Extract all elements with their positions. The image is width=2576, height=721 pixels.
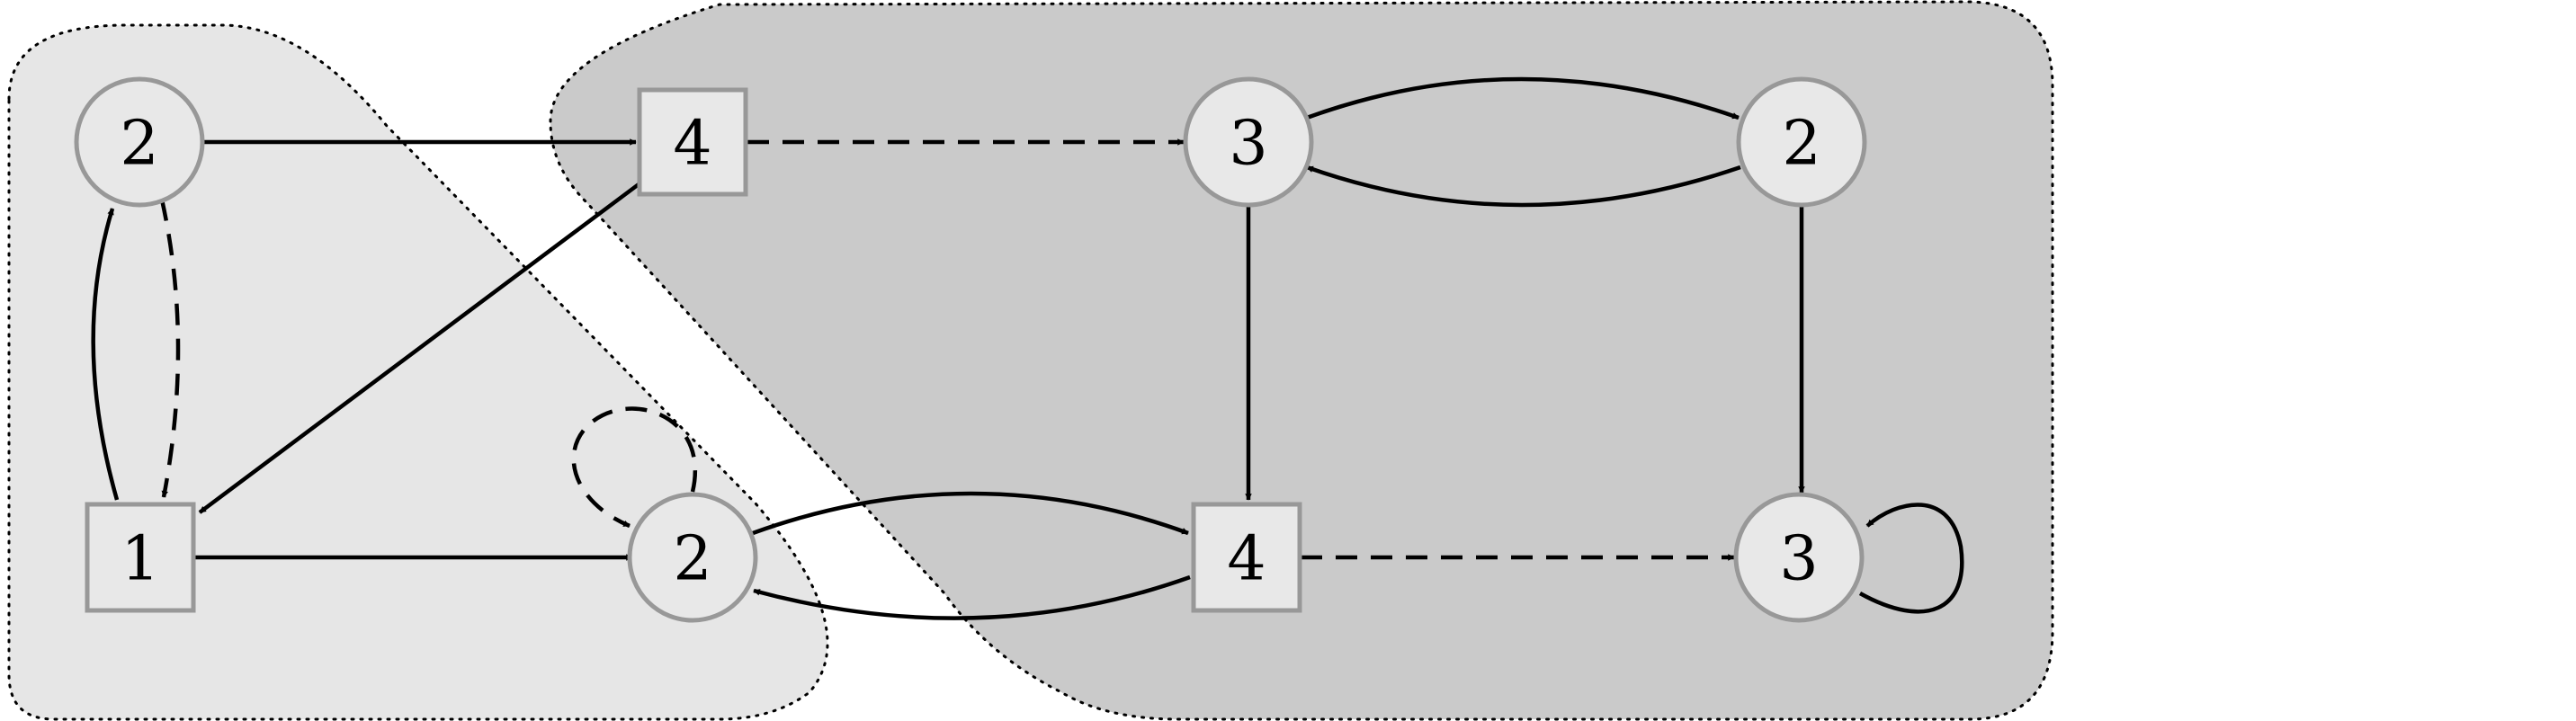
node-n_sq_top: 4 xyxy=(637,87,748,197)
edge-n_sq_top-to-n_sq_bl xyxy=(198,182,640,514)
node-n_c2_tr: 2 xyxy=(1736,76,1867,208)
edge-n_tl-to-n_sq_bl xyxy=(159,199,181,498)
edge-n_c3_top-to-n_c2_tr xyxy=(1306,76,1740,120)
node-n_tl: 2 xyxy=(74,76,205,208)
node-n_sq_bot: 4 xyxy=(1191,502,1302,613)
edge-n_c3_br-self-loop xyxy=(1858,503,1964,614)
node-label: 2 xyxy=(673,524,711,595)
node-n_c3_top: 3 xyxy=(1183,76,1314,208)
edge-n_c2_tr-to-n_c3_top xyxy=(1306,165,1741,208)
edge-n_c2_mid-to-n_sq_bot xyxy=(752,491,1189,536)
node-label: 3 xyxy=(1779,524,1818,595)
edge-n_c2_mid-self-loop xyxy=(571,406,697,529)
node-label: 1 xyxy=(121,524,159,595)
node-n_c3_br: 3 xyxy=(1733,492,1865,623)
node-label: 3 xyxy=(1229,109,1267,180)
node-label: 4 xyxy=(673,109,711,180)
node-label: 2 xyxy=(1782,109,1820,180)
left-region xyxy=(7,23,829,721)
node-n_sq_bl: 1 xyxy=(85,502,196,613)
edge-n_sq_bot-to-n_c2_mid xyxy=(753,574,1191,620)
edge-n_sq_bl-to-n_tl xyxy=(91,208,120,501)
node-n_c2_mid: 2 xyxy=(627,492,758,623)
right-region xyxy=(549,0,2054,721)
node-label: 4 xyxy=(1227,524,1266,595)
node-label: 2 xyxy=(120,109,158,180)
